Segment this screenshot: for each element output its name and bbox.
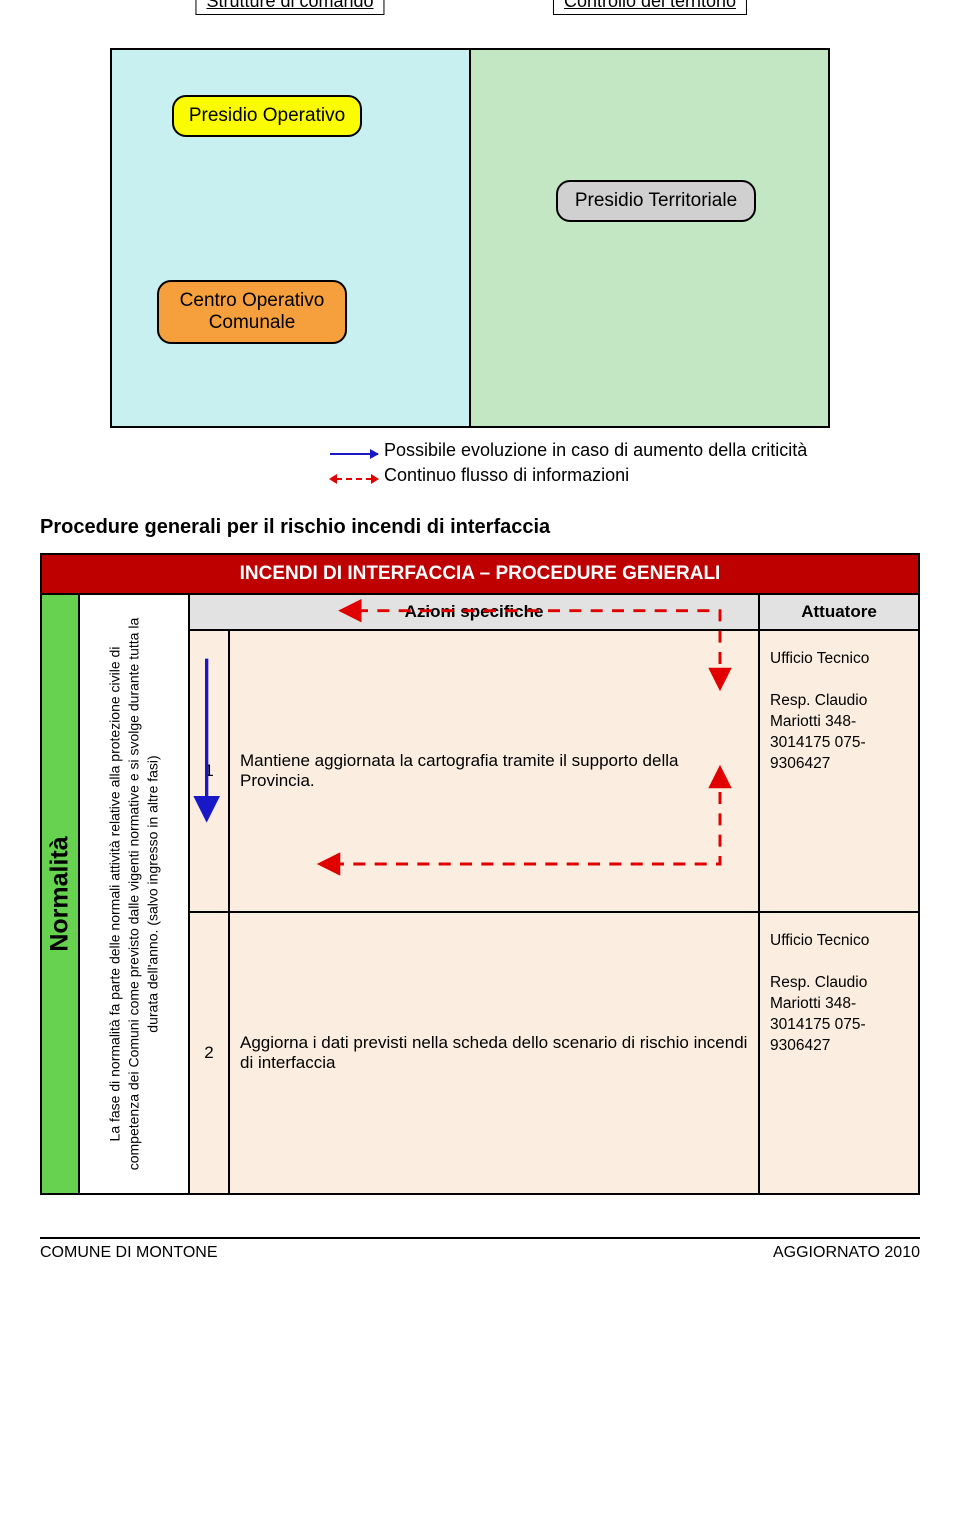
section-heading: Procedure generali per il rischio incend… — [40, 516, 920, 539]
footer-left: COMUNE DI MONTONE — [40, 1244, 217, 1262]
node-centro-operativo: Centro Operativo Comunale — [157, 280, 347, 344]
legend-solid-label: Possibile evoluzione in caso di aumento … — [384, 440, 807, 461]
node-label: Centro Operativo Comunale — [180, 290, 325, 333]
col-left-header: Strutture di comando — [195, 0, 384, 15]
action-num: 2 — [189, 912, 229, 1194]
legend-solid-icon — [330, 447, 378, 461]
phase-cell: Normalità — [41, 594, 79, 1194]
phase-description-cell: La fase di normalità fa parte delle norm… — [79, 594, 189, 1194]
action-attuatore: Ufficio Tecnico Resp. Claudio Mariotti 3… — [759, 912, 919, 1194]
legend-dashed-icon — [330, 472, 378, 486]
procedures-table: INCENDI DI INTERFACCIA – PROCEDURE GENER… — [40, 553, 920, 1195]
legend: Possibile evoluzione in caso di aumento … — [330, 440, 830, 486]
header-actions: Azioni specifiche — [189, 594, 759, 630]
col-right-header: Controllo del territorio — [553, 0, 747, 15]
action-text: Aggiorna i dati previsti nella scheda de… — [229, 912, 759, 1194]
node-presidio-operativo: Presidio Operativo — [172, 95, 362, 137]
footer: COMUNE DI MONTONE AGGIORNATO 2010 — [40, 1237, 920, 1262]
column-strutture: Presidio Operativo Centro Operativo Comu… — [111, 49, 470, 427]
diagram: Strutture di comando Controllo del terri… — [110, 18, 830, 486]
action-num: 1 — [189, 630, 229, 912]
action-attuatore: Ufficio Tecnico Resp. Claudio Mariotti 3… — [759, 630, 919, 912]
header-attuatore: Attuatore — [759, 594, 919, 630]
procedures-title: INCENDI DI INTERFACCIA – PROCEDURE GENER… — [41, 554, 919, 594]
action-row: 2 Aggiorna i dati previsti nella scheda … — [189, 912, 919, 1194]
footer-right: AGGIORNATO 2010 — [773, 1244, 920, 1262]
node-label: Presidio Territoriale — [575, 190, 737, 211]
action-row: 1 Mantiene aggiornata la cartografia tra… — [189, 630, 919, 912]
phase-description: La fase di normalità fa parte delle norm… — [106, 614, 163, 1174]
legend-dashed-label: Continuo flusso di informazioni — [384, 465, 629, 486]
column-controllo: Presidio Territoriale — [470, 49, 829, 427]
node-label: Presidio Operativo — [189, 105, 345, 126]
action-text: Mantiene aggiornata la cartografia trami… — [229, 630, 759, 912]
phase-label: Normalità — [46, 836, 75, 951]
node-presidio-territoriale: Presidio Territoriale — [556, 180, 756, 222]
